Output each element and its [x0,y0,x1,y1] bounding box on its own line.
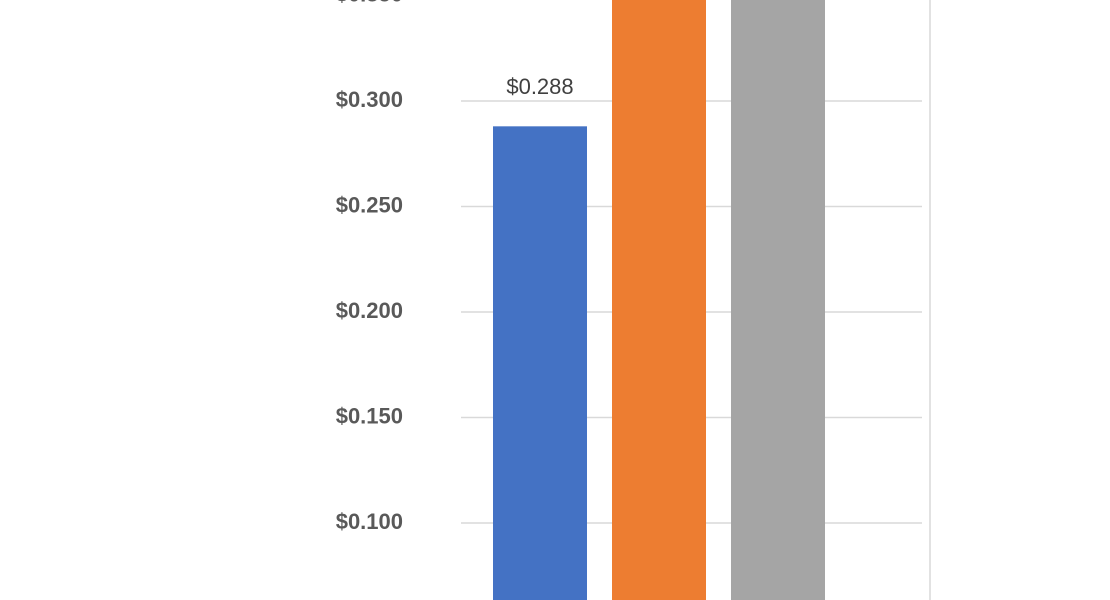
y-tick-label: $0.100 [336,509,403,534]
y-tick-label: $0.300 [336,87,403,112]
bar [493,126,587,600]
bar [612,0,706,600]
y-tick-label: $0.200 [336,298,403,323]
data-label: $0.288 [506,74,573,99]
y-tick-label: $0.150 [336,403,403,428]
bar [731,0,825,600]
y-tick-label: $0.350 [336,0,403,6]
y-tick-label: $0.250 [336,192,403,217]
